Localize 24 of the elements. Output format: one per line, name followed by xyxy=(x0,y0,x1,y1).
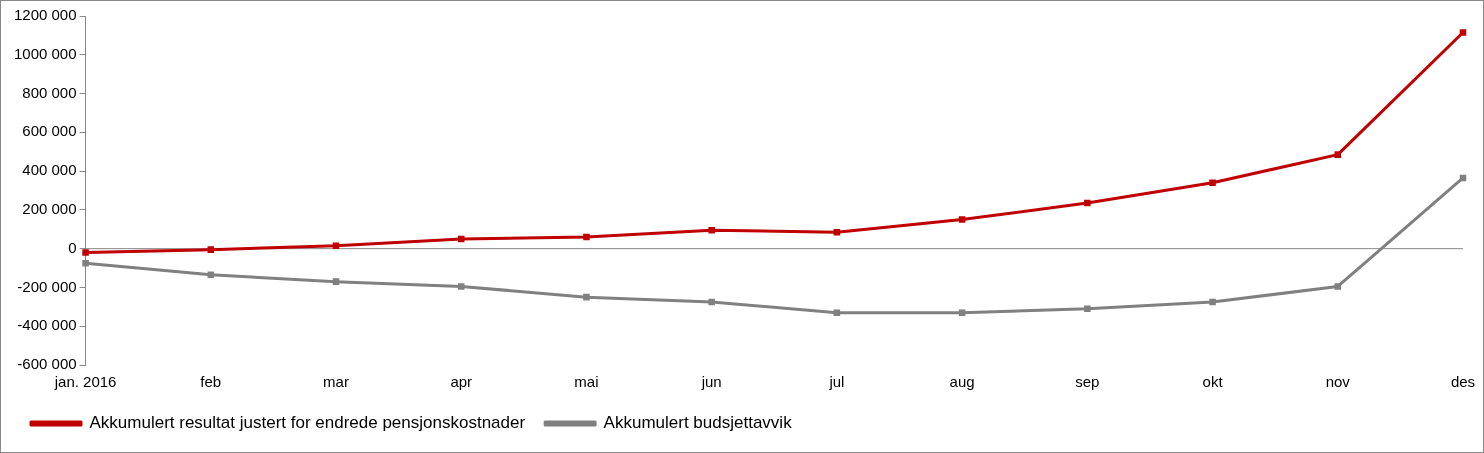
y-tick-label: 400 000 xyxy=(22,161,77,179)
x-tick-label: okt xyxy=(1202,373,1224,391)
y-tick-label: -200 000 xyxy=(17,277,77,295)
y-tick-label: -400 000 xyxy=(17,316,77,334)
y-tick-label: -600 000 xyxy=(17,355,77,373)
y-tick-label: 600 000 xyxy=(22,122,77,140)
x-tick-label: jul xyxy=(828,373,845,391)
x-tick-label: des xyxy=(1450,373,1476,391)
y-tick-label: 0 xyxy=(68,238,77,256)
y-tick-label: 1200 000 xyxy=(13,6,77,24)
x-tick-label: sep xyxy=(1075,373,1100,391)
x-tick-label: feb xyxy=(200,373,222,391)
y-tick-label: 1000 000 xyxy=(13,44,77,62)
legend-label: Akkumulert budsjettavvik xyxy=(603,413,793,433)
y-tick-label: 800 000 xyxy=(22,83,77,101)
x-tick-label: nov xyxy=(1325,373,1351,391)
x-tick-label: jun xyxy=(700,373,722,391)
x-tick-label: jan. 2016 xyxy=(53,373,117,391)
x-tick-label: mar xyxy=(323,373,349,391)
legend-label: Akkumulert resultat justert for endrede pensjonskostnader xyxy=(89,413,526,433)
x-tick-label: apr xyxy=(450,373,473,391)
y-tick-label: 200 000 xyxy=(22,200,77,218)
x-tick-label: aug xyxy=(949,373,975,391)
x-tick-label: mai xyxy=(574,373,599,391)
